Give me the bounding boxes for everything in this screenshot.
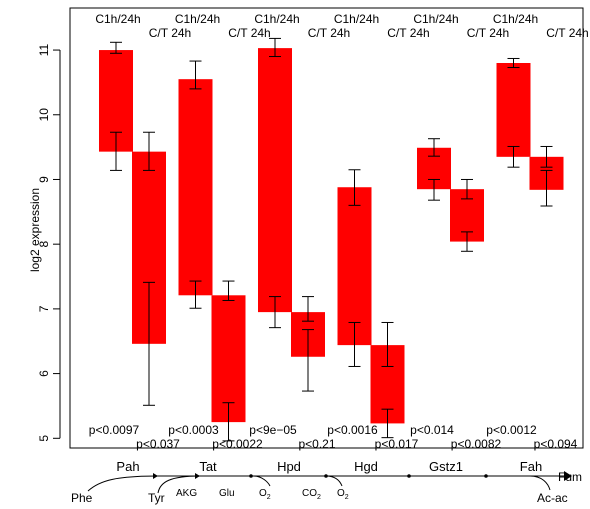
pathway-arrow (153, 473, 158, 479)
y-tick-label: 8 (37, 241, 51, 248)
pathway-enzyme-label: Pah (116, 459, 139, 474)
cofactor-label: Glu (219, 488, 235, 499)
bar-hpd-c1h-24h (258, 48, 292, 313)
pathway-curve (529, 475, 551, 491)
pair-label: C1h/24h (254, 12, 299, 26)
y-tick-label: 10 (37, 108, 51, 122)
p-value: p<0.0022 (212, 437, 263, 451)
plot-frame (69, 7, 584, 449)
y-tick-label: 5 (37, 435, 51, 442)
cofactor-label: AKG (176, 488, 197, 499)
p-value: p<0.017 (375, 437, 419, 451)
bar-fah-c1h-24h (496, 63, 531, 157)
metabolite-label: Ac-ac (537, 491, 568, 505)
pair-label: C1h/24h (334, 12, 379, 26)
pathway-node (407, 474, 411, 478)
pair-label: C/T 24h (387, 26, 429, 40)
pair-label: C/T 24h (149, 26, 191, 40)
metabolite-label: Fum (558, 470, 582, 484)
pair-label: C1h/24h (95, 12, 140, 26)
cofactor-formula: CO2 (302, 488, 321, 501)
y-axis: 5 6 7 8 9 10 11 (37, 44, 61, 442)
p-value: p<0.014 (410, 423, 454, 437)
pathway-enzyme-label: Hgd (354, 459, 378, 474)
y-tick-label: 6 (37, 370, 51, 377)
p-value: p<0.0016 (327, 423, 378, 437)
pair-label: C1h/24h (175, 12, 220, 26)
pathway-curve (157, 475, 201, 494)
pathway-enzyme-label: Hpd (277, 459, 301, 474)
metabolite-label: Phe (71, 491, 93, 505)
y-tick-label: 11 (37, 44, 51, 57)
cofactor-subscript: 2 (267, 494, 271, 501)
pair-label: C1h/24h (413, 12, 458, 26)
arrow-head-fum (564, 471, 572, 481)
pathway-curve (252, 475, 271, 487)
cofactor-base: O (337, 488, 345, 499)
p-value: p<9e−05 (249, 423, 297, 437)
cofactor-subscript: 2 (345, 494, 349, 501)
p-value: p<0.0003 (168, 423, 219, 437)
pathway-curve (325, 475, 343, 487)
bar-hgd-c1h-24h (337, 187, 372, 346)
pathway-curve (87, 475, 159, 492)
pathway-node (249, 474, 253, 478)
cofactor-base: CO (302, 488, 317, 499)
pathway-enzyme-label: Fah (520, 459, 542, 474)
pathway-diagram: Pah Tat Hpd Hgd Gstz1 Fah Phe Tyr Fum Ac-ac AKG Glu… (71, 459, 582, 505)
cofactor-formula: O2 (259, 488, 271, 501)
pair-label: C/T 24h (546, 26, 588, 40)
pair-label: C/T 24h (308, 26, 350, 40)
y-tick-label: 9 (37, 176, 51, 183)
bar-tat-c1h-24h (178, 79, 213, 296)
bar-tat-ct-24h (211, 295, 246, 423)
p-value: p<0.0097 (89, 423, 140, 437)
p-value: p<0.037 (136, 437, 180, 451)
metabolite-label: Tyr (148, 491, 165, 505)
pathway-arrow (195, 473, 200, 479)
p-value: p<0.0012 (486, 423, 537, 437)
p-value: p<0.094 (534, 437, 578, 451)
pathway-enzyme-label: Gstz1 (429, 459, 463, 474)
pair-label: C/T 24h (467, 26, 509, 40)
p-value: p<0.0082 (451, 437, 502, 451)
plot-area: C1h/24h p<0.0097 C/T 24h p<0.037 C1h/24h p<0.… (69, 7, 589, 451)
cofactor-formula: O2 (337, 488, 349, 501)
pathway-node (484, 474, 488, 478)
pathway-enzyme-label: Tat (199, 459, 217, 474)
p-value: p<0.21 (298, 437, 335, 451)
cofactor-base: O (259, 488, 267, 499)
cofactor-subscript: 2 (317, 494, 321, 501)
y-axis-label: log2 expression (28, 188, 42, 272)
pair-label: C1h/24h (493, 12, 538, 26)
y-tick-label: 7 (37, 305, 51, 312)
pair-label: C/T 24h (228, 26, 270, 40)
